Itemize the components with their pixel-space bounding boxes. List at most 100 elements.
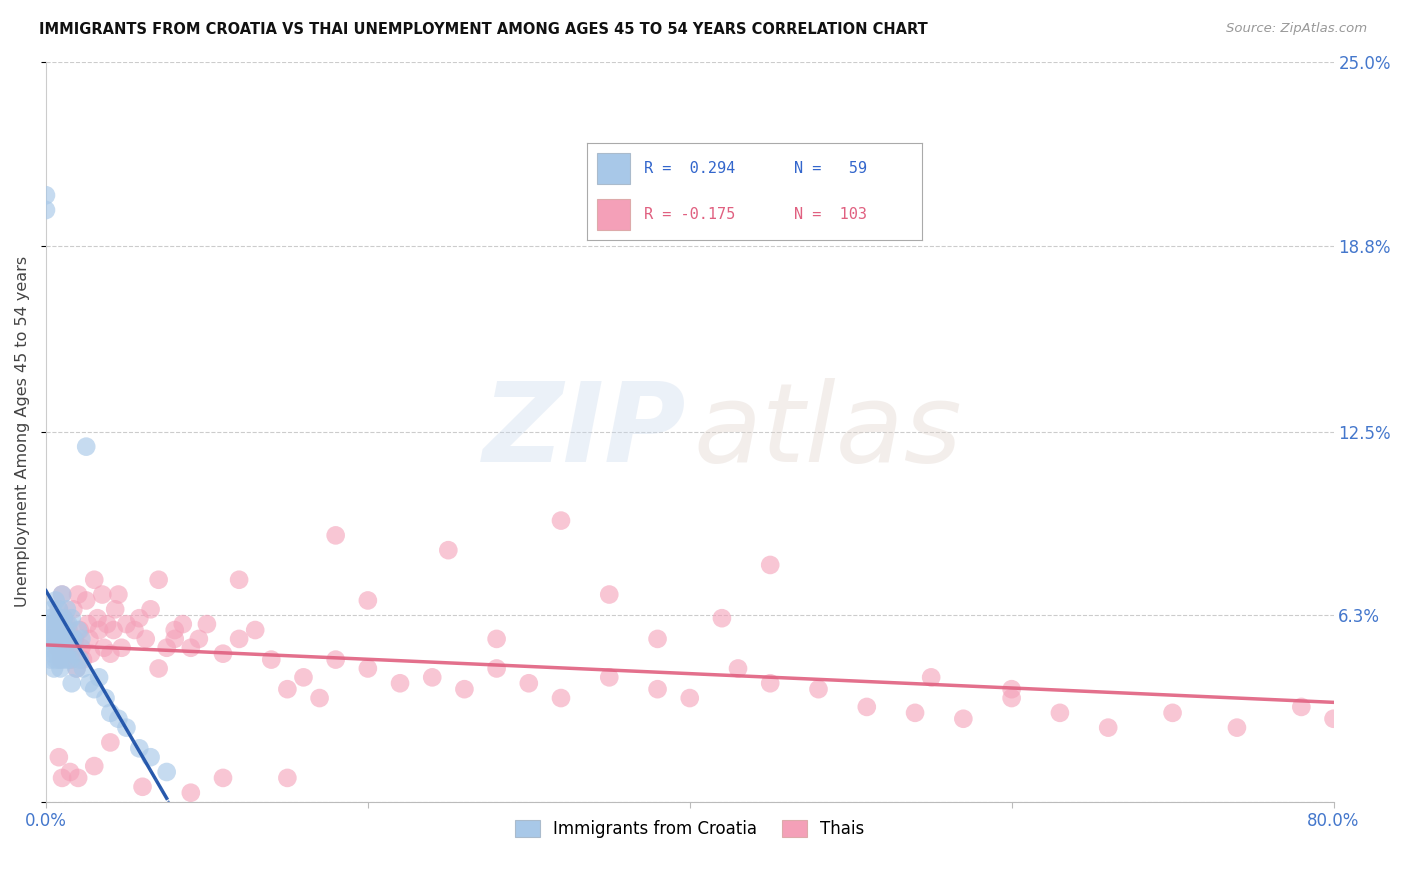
Point: [60, 611, 83, 625]
Point: [48, 602, 70, 616]
Point: [180, 640, 202, 655]
Point: [48, 652, 70, 666]
Point: [52, 611, 75, 625]
Point: [139, 602, 162, 616]
Point: [437, 543, 460, 558]
Point: [59, 652, 82, 666]
Point: [38, 640, 60, 655]
Point: [1049, 706, 1071, 720]
Point: [69, 652, 91, 666]
Point: [1322, 712, 1344, 726]
Point: [98, 647, 121, 661]
Point: [103, 623, 125, 637]
Point: [904, 706, 927, 720]
Point: [517, 676, 540, 690]
Point: [1226, 721, 1249, 735]
Point: [759, 676, 782, 690]
Point: [86, 611, 108, 625]
Point: [83, 759, 105, 773]
Point: [156, 640, 179, 655]
Point: [45, 593, 67, 607]
Point: [69, 623, 91, 637]
Point: [94, 691, 117, 706]
Point: [453, 682, 475, 697]
Point: [1097, 721, 1119, 735]
Point: [51, 588, 73, 602]
Point: [276, 771, 298, 785]
Point: [96, 617, 118, 632]
Point: [107, 712, 129, 726]
Point: [93, 640, 115, 655]
Point: [56, 617, 79, 632]
Point: [260, 652, 283, 666]
Point: [107, 588, 129, 602]
Point: [70, 632, 93, 646]
Point: [172, 617, 194, 632]
Point: [48, 632, 70, 646]
Point: [148, 661, 170, 675]
Point: [187, 632, 209, 646]
Point: [485, 661, 508, 675]
Point: [48, 750, 70, 764]
Point: [53, 647, 76, 661]
Point: [65, 661, 87, 675]
Point: [79, 632, 101, 646]
Point: [952, 712, 974, 726]
Point: [76, 617, 98, 632]
Text: Source: ZipAtlas.com: Source: ZipAtlas.com: [1226, 22, 1367, 36]
Point: [389, 676, 412, 690]
Point: [1001, 691, 1024, 706]
Point: [485, 632, 508, 646]
Point: [148, 573, 170, 587]
Point: [41, 632, 63, 646]
Point: [37, 617, 59, 632]
Point: [679, 691, 702, 706]
Point: [48, 602, 70, 616]
Point: [52, 632, 75, 646]
Point: [710, 611, 733, 625]
Point: [41, 647, 63, 661]
Point: [1001, 682, 1024, 697]
Point: [80, 647, 103, 661]
Point: [228, 632, 250, 646]
Point: [115, 721, 138, 735]
Point: [276, 682, 298, 697]
Point: [83, 573, 105, 587]
Point: [550, 691, 572, 706]
Point: [58, 617, 80, 632]
Point: [46, 623, 69, 637]
Point: [325, 652, 347, 666]
Point: [1161, 706, 1184, 720]
Point: [83, 682, 105, 697]
Point: [59, 764, 82, 779]
Point: [98, 735, 121, 749]
Point: [156, 764, 179, 779]
Point: [42, 617, 65, 632]
Point: [51, 588, 73, 602]
Point: [58, 640, 80, 655]
Point: [104, 602, 127, 616]
Point: [139, 750, 162, 764]
Point: [49, 640, 72, 655]
Point: [212, 647, 235, 661]
Point: [63, 632, 86, 646]
Point: [228, 573, 250, 587]
Point: [46, 640, 69, 655]
Point: [62, 602, 84, 616]
Point: [128, 611, 150, 625]
Point: [59, 632, 82, 646]
Point: [647, 682, 669, 697]
Point: [59, 640, 82, 655]
Point: [49, 617, 72, 632]
Point: [58, 623, 80, 637]
Point: [807, 682, 830, 697]
Point: [325, 528, 347, 542]
Point: [87, 623, 110, 637]
Point: [52, 611, 75, 625]
Point: [39, 652, 62, 666]
Point: [163, 623, 186, 637]
Point: [420, 670, 443, 684]
Point: [87, 670, 110, 684]
Point: [52, 632, 75, 646]
Point: [37, 632, 59, 646]
